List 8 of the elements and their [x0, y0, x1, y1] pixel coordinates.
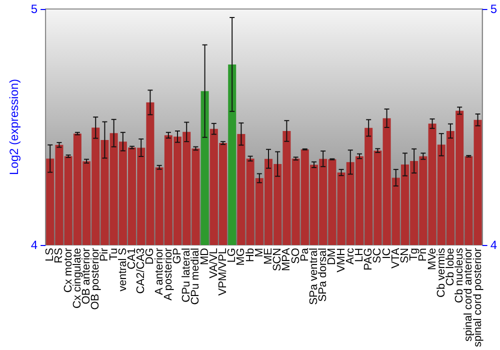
x-tick-label: SN — [398, 248, 411, 264]
x-tick-label: CPu medial — [190, 248, 202, 305]
y-axis-title: Log2 (expression) — [7, 78, 21, 176]
x-tick-label: RS — [53, 248, 66, 264]
x-tick-label: IC — [380, 248, 393, 259]
y2-tick-label: 5 — [490, 2, 498, 16]
y2-tick-label: 4 — [490, 238, 498, 252]
x-tick-label: Cb lobe — [444, 248, 456, 286]
